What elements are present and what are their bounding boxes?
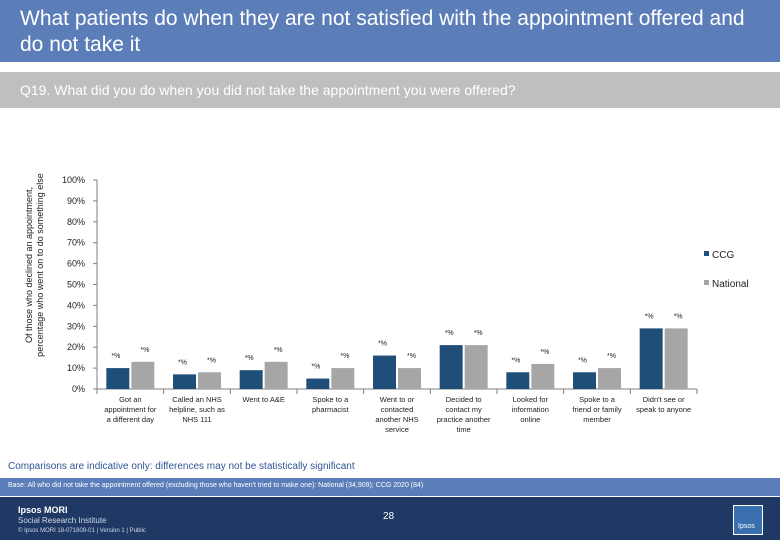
data-label: *% bbox=[207, 357, 216, 364]
x-category-label: speak to anyone bbox=[636, 405, 691, 414]
x-category-label: Spoke to a bbox=[579, 395, 616, 404]
y-tick-label: 70% bbox=[67, 238, 85, 248]
data-label: *% bbox=[578, 357, 587, 364]
base-banner: Base: All who did not take the appointme… bbox=[0, 478, 780, 496]
y-tick-label: 50% bbox=[67, 280, 85, 290]
data-label: *% bbox=[140, 347, 149, 354]
x-category-label: another NHS bbox=[375, 415, 418, 424]
base-text: Base: All who did not take the appointme… bbox=[8, 482, 424, 489]
data-label: *% bbox=[378, 341, 387, 348]
data-label: *% bbox=[607, 353, 616, 360]
x-category-label: Went to or bbox=[380, 395, 415, 404]
bar-national bbox=[131, 361, 155, 389]
bar-ccg bbox=[306, 378, 330, 389]
x-category-label: information bbox=[512, 405, 549, 414]
data-label: *% bbox=[674, 313, 683, 320]
data-label: *% bbox=[511, 357, 520, 364]
bar-national bbox=[398, 368, 421, 389]
x-category-label: NHS 111 bbox=[182, 415, 211, 424]
y-tick-label: 60% bbox=[67, 259, 85, 269]
bar-ccg bbox=[506, 372, 530, 389]
legend-label-ccg: CCG bbox=[712, 250, 734, 261]
data-label: *% bbox=[340, 353, 349, 360]
x-category-label: pharmacist bbox=[312, 405, 350, 414]
legend: CCG National bbox=[704, 250, 749, 290]
ipsos-logo-subtitle: Social Research Institute bbox=[18, 516, 107, 525]
x-category-label: contacted bbox=[381, 405, 414, 414]
data-label: *% bbox=[311, 364, 320, 371]
legend-swatch-national bbox=[704, 280, 709, 285]
x-category-label: Looked for bbox=[513, 395, 549, 404]
y-tick-label: 20% bbox=[67, 342, 85, 352]
x-category-label: service bbox=[385, 425, 409, 434]
page-number: 28 bbox=[383, 511, 395, 522]
data-label: *% bbox=[445, 330, 454, 337]
bars bbox=[106, 328, 688, 389]
bar-national bbox=[264, 361, 288, 389]
x-category-label: Decided to bbox=[446, 395, 482, 404]
question-text: Q19. What did you do when you did not ta… bbox=[20, 82, 516, 98]
bar-national bbox=[598, 368, 621, 389]
ipsos-logo-badge-text: Ipsos bbox=[738, 523, 755, 530]
legend-swatch-ccg bbox=[704, 251, 709, 256]
x-category-label: a different day bbox=[107, 415, 155, 424]
footer: Ipsos MORI Social Research Institute © I… bbox=[0, 497, 780, 540]
ipsos-logo-icon: Ipsos bbox=[733, 505, 763, 535]
y-tick-label: 90% bbox=[67, 196, 85, 206]
bar-national bbox=[331, 368, 355, 389]
ipsos-logo-text: Ipsos MORI bbox=[18, 505, 68, 515]
data-label: *% bbox=[245, 355, 254, 362]
data-label: *% bbox=[274, 347, 283, 354]
data-label: *% bbox=[645, 313, 654, 320]
data-label: *% bbox=[540, 349, 549, 356]
y-tick-label: 40% bbox=[67, 300, 85, 310]
data-labels: *% *% *% *% *% *% *% *% *% *% *% *% *% *% *% *% *% *% bbox=[111, 313, 682, 370]
bar-ccg bbox=[573, 372, 596, 389]
y-axis-label-line-2: percentage who went on to do something e… bbox=[35, 173, 45, 357]
x-category-label: practice another bbox=[437, 415, 491, 424]
y-tick-label: 10% bbox=[67, 363, 85, 373]
y-tick-label: 100% bbox=[62, 175, 85, 185]
bar-ccg bbox=[439, 345, 463, 389]
x-category-label: Got an bbox=[119, 395, 142, 404]
bar-national bbox=[531, 363, 555, 389]
y-axis-label-line-1: Of those who declined an appointment, bbox=[24, 187, 34, 343]
x-category-label: helpline, such as bbox=[169, 405, 225, 414]
x-category-label: Called an NHS bbox=[172, 395, 222, 404]
bar-national bbox=[664, 328, 688, 389]
data-label: *% bbox=[474, 330, 483, 337]
bar-national bbox=[198, 372, 221, 389]
data-label: *% bbox=[407, 353, 416, 360]
x-category-label: contact my bbox=[446, 405, 483, 414]
copyright-text: © Ipsos MORI 18-071809-01 | Version 1 | … bbox=[18, 528, 146, 534]
y-tick-label: 80% bbox=[67, 217, 85, 227]
x-category-label: Spoke to a bbox=[312, 395, 349, 404]
y-tick-label: 30% bbox=[67, 321, 85, 331]
axes: 0% 10% 20% 30% 40% 50% 60% 70% 80% 90% 100% bbox=[62, 175, 698, 394]
x-category-label: Didn't see or bbox=[643, 395, 685, 404]
bar-ccg bbox=[373, 355, 396, 389]
x-category-label: member bbox=[583, 415, 611, 424]
question-banner: Q19. What did you do when you did not ta… bbox=[0, 72, 780, 108]
data-label: *% bbox=[111, 353, 120, 360]
bar-national bbox=[464, 345, 488, 389]
comparison-note: Comparisons are indicative only: differe… bbox=[8, 461, 355, 472]
x-category-label: online bbox=[520, 415, 540, 424]
title-banner: What patients do when they are not satis… bbox=[0, 0, 780, 62]
bar-chart: Of those who declined an appointment, pe… bbox=[24, 173, 749, 434]
y-tick-label: 0% bbox=[72, 384, 85, 394]
legend-label-national: National bbox=[712, 279, 749, 290]
x-category-label: Went to A&E bbox=[242, 395, 284, 404]
bar-ccg bbox=[639, 328, 663, 389]
bar-ccg bbox=[239, 370, 263, 389]
bar-ccg bbox=[173, 374, 196, 389]
bar-ccg bbox=[106, 368, 130, 389]
x-category-label: appointment for bbox=[104, 405, 157, 414]
x-category-label: friend or family bbox=[572, 405, 621, 414]
x-category-label: time bbox=[457, 425, 471, 434]
data-label: *% bbox=[178, 359, 187, 366]
page-title: What patients do when they are not satis… bbox=[20, 7, 745, 56]
y-axis-label: Of those who declined an appointment, pe… bbox=[24, 173, 45, 357]
